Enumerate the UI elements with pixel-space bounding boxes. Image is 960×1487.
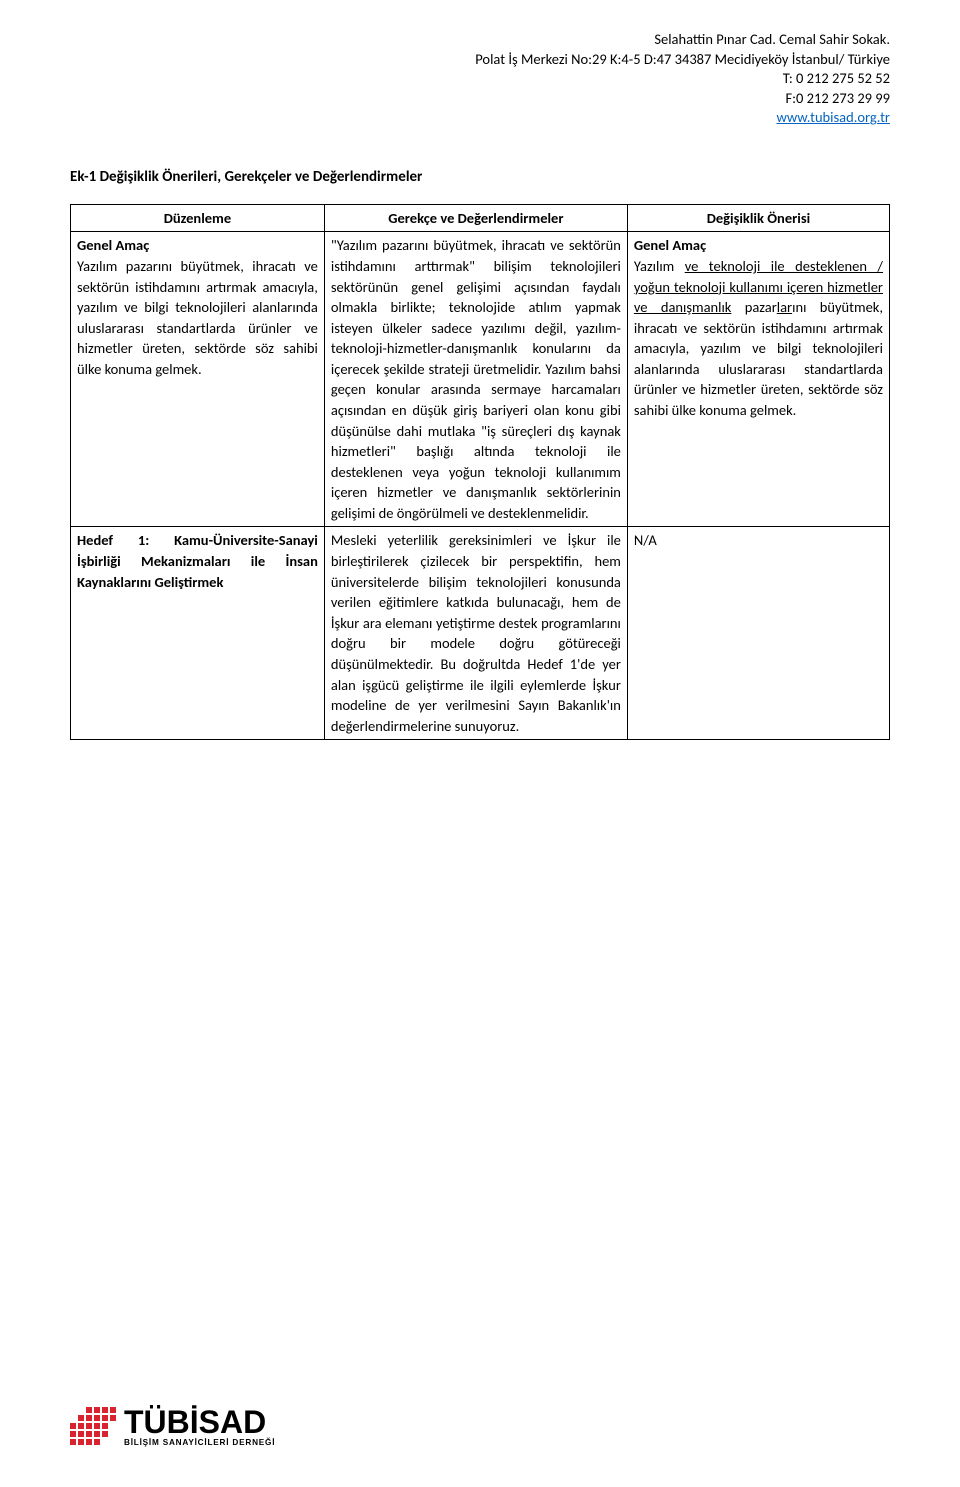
cell-gerekce: Mesleki yeterlilik gereksinimleri ve İşk… xyxy=(324,527,627,740)
fax: F:0 212 273 29 99 xyxy=(70,89,890,109)
text-fragment: Yazılım xyxy=(634,257,685,275)
policy-table: Düzenleme Gerekçe ve Değerlendirmeler De… xyxy=(70,204,890,740)
table-row: Genel Amaç Yazılım pazarını büyütmek, ih… xyxy=(71,232,890,527)
address-line-2: Polat İş Merkezi No:29 K:4-5 D:47 34387 … xyxy=(70,50,890,70)
logo-text-main: TÜBİSAD xyxy=(124,1408,275,1437)
website-link[interactable]: www.tubisad.org.tr xyxy=(776,108,890,126)
letterhead-header: Selahattin Pınar Cad. Cemal Sahir Sokak.… xyxy=(70,30,890,128)
cell-duzenleme: Hedef 1: Kamu-Üniversite-Sanayi İşbirliğ… xyxy=(71,527,325,740)
cell-body: Yazılım ve teknoloji ile desteklenen / y… xyxy=(634,256,883,421)
document-page: Selahattin Pınar Cad. Cemal Sahir Sokak.… xyxy=(0,0,960,1487)
cell-body: Yazılım pazarını büyütmek, ihracatı ve s… xyxy=(77,256,318,379)
cell-oneri: Genel Amaç Yazılım ve teknoloji ile dest… xyxy=(627,232,889,527)
text-fragment: ını büyütmek, ihracatı ve sektörün istih… xyxy=(634,298,883,419)
col-header-oneri: Değişiklik Önerisi xyxy=(627,204,889,232)
cell-gerekce: "Yazılım pazarını büyütmek, ihracatı ve … xyxy=(324,232,627,527)
telephone: T: 0 212 275 52 52 xyxy=(70,69,890,89)
address-line-1: Selahattin Pınar Cad. Cemal Sahir Sokak. xyxy=(70,30,890,50)
col-header-gerekce: Gerekçe ve Değerlendirmeler xyxy=(324,204,627,232)
text-fragment: pazar xyxy=(731,298,776,316)
logo-text-sub: BİLİŞİM SANAYİCİLERİ DERNEĞİ xyxy=(124,1439,275,1446)
table-row: Hedef 1: Kamu-Üniversite-Sanayi İşbirliğ… xyxy=(71,527,890,740)
footer-logo: TÜBİSAD BİLİŞİM SANAYİCİLERİ DERNEĞİ xyxy=(70,1403,275,1452)
section-title: Ek-1 Değişiklik Önerileri, Gerekçeler ve… xyxy=(70,168,890,186)
logo-text: TÜBİSAD BİLİŞİM SANAYİCİLERİ DERNEĞİ xyxy=(124,1408,275,1446)
cell-title: Genel Amaç xyxy=(634,235,883,256)
cell-oneri: N/A xyxy=(627,527,889,740)
table-header-row: Düzenleme Gerekçe ve Değerlendirmeler De… xyxy=(71,204,890,232)
logo-mark-icon xyxy=(70,1403,116,1452)
col-header-duzenleme: Düzenleme xyxy=(71,204,325,232)
cell-title: Genel Amaç xyxy=(77,235,318,256)
underlined-text: lar xyxy=(777,298,792,316)
cell-duzenleme: Genel Amaç Yazılım pazarını büyütmek, ih… xyxy=(71,232,325,527)
